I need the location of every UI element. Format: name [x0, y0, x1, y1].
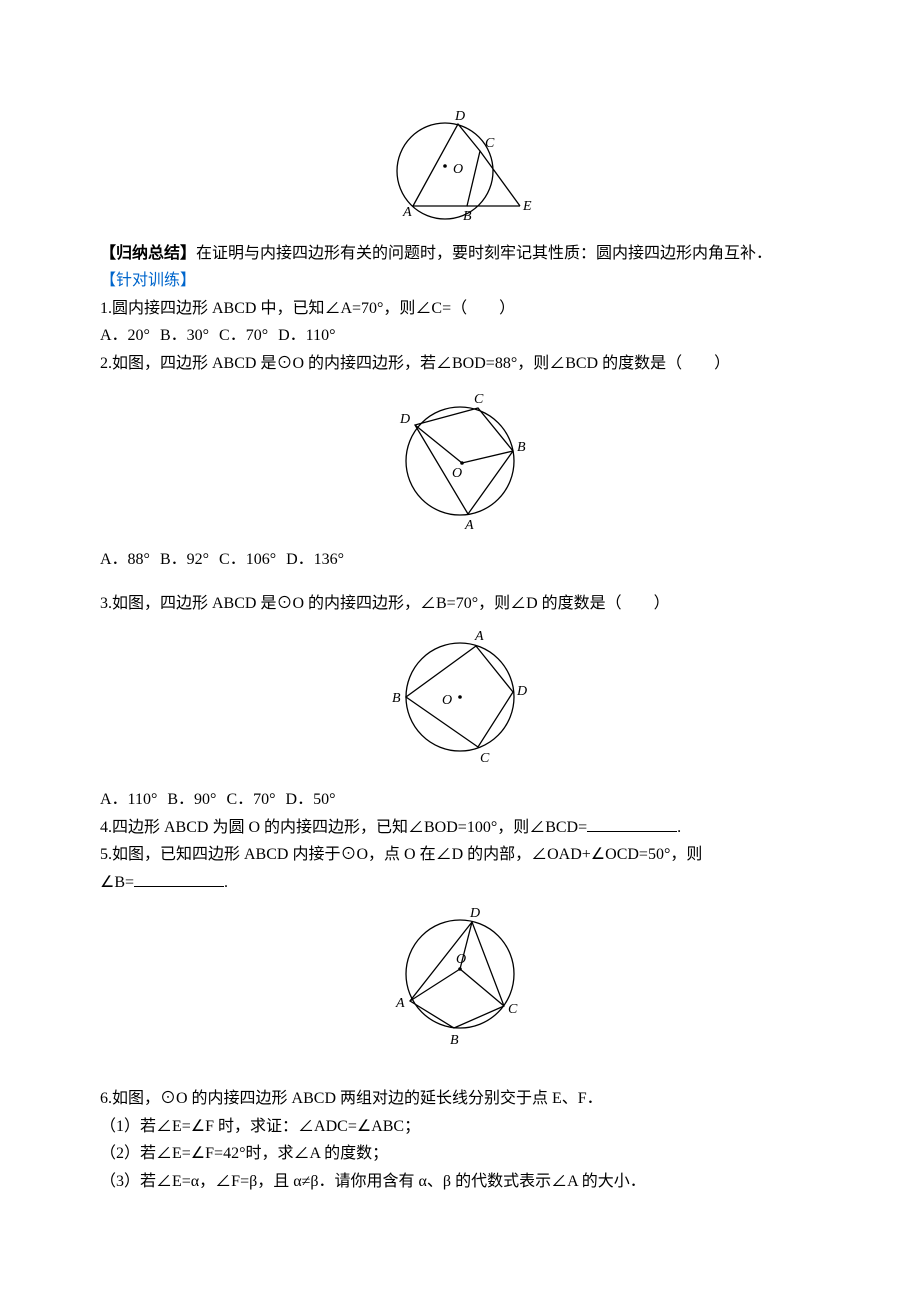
label-O: O: [452, 466, 462, 481]
q3-options: A．110° B．90° C．70° D．50°: [100, 787, 820, 813]
figure-q5: O D A B C: [100, 901, 820, 1060]
training-label: 【针对训练】: [100, 268, 820, 294]
q2-opt-b: B．92°: [160, 551, 209, 568]
label-A: A: [395, 996, 405, 1011]
q2-opt-c: C．106°: [219, 551, 276, 568]
label-D: D: [469, 906, 480, 921]
label-A: A: [402, 205, 412, 220]
label-B: B: [517, 440, 526, 455]
q3-opt-c: C．70°: [226, 791, 275, 808]
q3-opt-d: D．50°: [286, 791, 336, 808]
q5-line2: ∠B=.: [100, 870, 820, 896]
label-B: B: [392, 691, 401, 706]
label-O: O: [442, 693, 452, 708]
summary-line: 【归纳总结】在证明与内接四边形有关的问题时，要时刻牢记其性质：圆内接四边形内角互…: [100, 241, 820, 267]
q4-text-after: .: [677, 819, 681, 836]
q2-opt-d: D．136°: [286, 551, 344, 568]
q2-text: 2.如图，四边形 ABCD 是⊙O 的内接四边形，若∠BOD=88°，则∠BCD…: [100, 351, 820, 377]
label-D: D: [516, 684, 527, 699]
label-B: B: [450, 1033, 459, 1048]
label-A: A: [464, 518, 474, 533]
q3-opt-a: A．110°: [100, 791, 157, 808]
q5-line1: 5.如图，已知四边形 ABCD 内接于⊙O，点 O 在∠D 的内部，∠OAD+∠…: [100, 842, 820, 868]
summary-text: 在证明与内接四边形有关的问题时，要时刻牢记其性质：圆内接四边形内角互补．: [196, 245, 772, 262]
label-O: O: [453, 162, 463, 177]
q5-text-before: ∠B=: [100, 874, 134, 891]
q3-opt-b: B．90°: [167, 791, 216, 808]
figure-q2: O C D B A: [100, 383, 820, 542]
label-C: C: [474, 392, 484, 407]
figure-q3: O A D C B: [100, 622, 820, 781]
q5-text-after: .: [224, 874, 228, 891]
label-C: C: [485, 136, 495, 151]
q2-opt-a: A．88°: [100, 551, 150, 568]
label-A: A: [474, 629, 484, 644]
q4-blank: [587, 816, 677, 832]
figure-summary: O A B C D E: [100, 106, 820, 235]
q3-text: 3.如图，四边形 ABCD 是⊙O 的内接四边形，∠B=70°，则∠D 的度数是…: [100, 591, 820, 617]
label-D: D: [454, 109, 465, 124]
q4-line: 4.四边形 ABCD 为圆 O 的内接四边形，已知∠BOD=100°，则∠BCD…: [100, 815, 820, 841]
label-E: E: [522, 199, 532, 214]
q6-p2: （2）若∠E=∠F=42°时，求∠A 的度数；: [100, 1141, 820, 1167]
q6-p3: （3）若∠E=α，∠F=β，且 α≠β．请你用含有 α、β 的代数式表示∠A 的…: [100, 1169, 820, 1195]
label-C: C: [508, 1002, 518, 1017]
q6-stem: 6.如图，⊙O 的内接四边形 ABCD 两组对边的延长线分别交于点 E、F．: [100, 1086, 820, 1112]
q2-options: A．88° B．92° C．106° D．136°: [100, 547, 820, 573]
q1-options: A．20° B．30° C．70° D．110°: [100, 323, 820, 349]
q6-p1: （1）若∠E=∠F 时，求证：∠ADC=∠ABC；: [100, 1114, 820, 1140]
summary-label: 【归纳总结】: [100, 245, 196, 262]
q1-opt-c: C．70°: [219, 327, 268, 344]
q4-text-before: 4.四边形 ABCD 为圆 O 的内接四边形，已知∠BOD=100°，则∠BCD…: [100, 819, 587, 836]
label-B: B: [463, 209, 472, 224]
q5-blank: [134, 871, 224, 887]
q1-opt-d: D．110°: [278, 327, 335, 344]
q1-text: 1.圆内接四边形 ABCD 中，已知∠A=70°，则∠C=（ ）: [100, 296, 820, 322]
q1-opt-a: A．20°: [100, 327, 150, 344]
q1-opt-b: B．30°: [160, 327, 209, 344]
label-C: C: [480, 751, 490, 766]
label-D: D: [399, 412, 410, 427]
